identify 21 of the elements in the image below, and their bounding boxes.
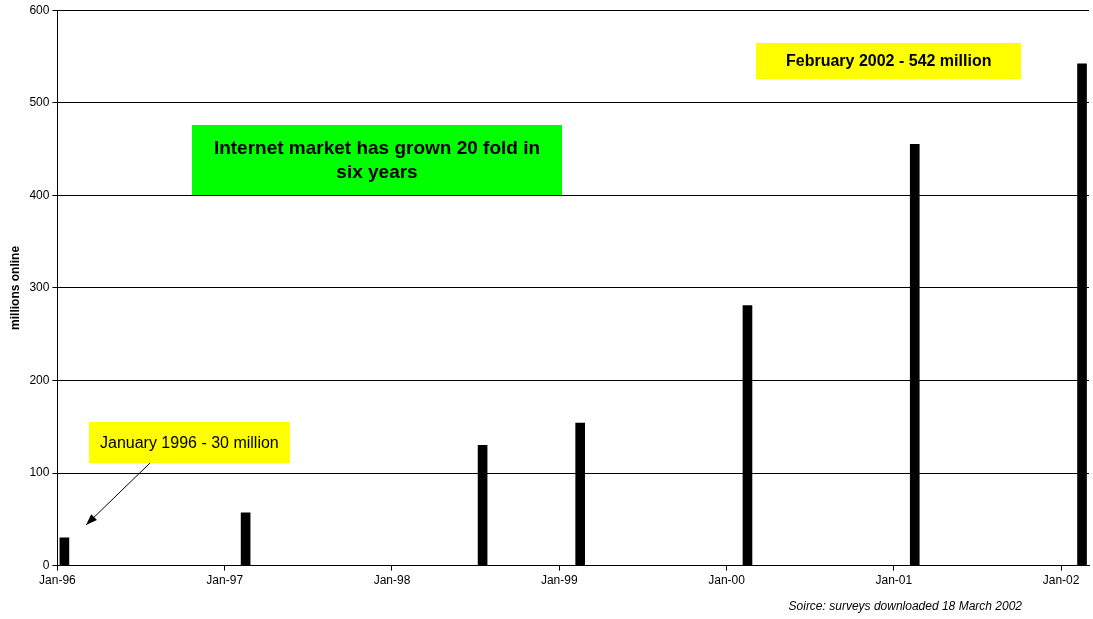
- x-tick-label: Jan-00: [708, 573, 746, 588]
- note-box: January 1996 - 30 million: [89, 422, 290, 463]
- bar: [59, 537, 70, 566]
- x-tick-label: Jan-96: [39, 573, 77, 588]
- x-tick-label: Jan-02: [1042, 573, 1080, 588]
- bar: [240, 512, 251, 566]
- x-tick-label: Jan-98: [373, 573, 411, 588]
- text: Soirce: surveys downloaded 18 March 2002: [788, 599, 1022, 613]
- y-tick-label: 500: [29, 95, 50, 110]
- y-tick-label: 0: [42, 557, 50, 572]
- note-box: February 2002 - 542 million: [756, 43, 1022, 79]
- y-tick-label: 400: [29, 187, 50, 202]
- y-tick-label: 200: [29, 372, 50, 387]
- x-tick-label: Jan-01: [875, 573, 913, 588]
- x-tick-label: Jan-99: [540, 573, 578, 588]
- y-tick-label: 600: [29, 2, 50, 17]
- y-axis-title: millions online: [7, 245, 22, 330]
- y-tick-label: 300: [29, 280, 50, 295]
- x-tick-label: Jan-97: [206, 573, 244, 588]
- y-tick-label: 100: [29, 465, 50, 480]
- note-box: Internet market has grown 20 fold in six years: [192, 125, 562, 195]
